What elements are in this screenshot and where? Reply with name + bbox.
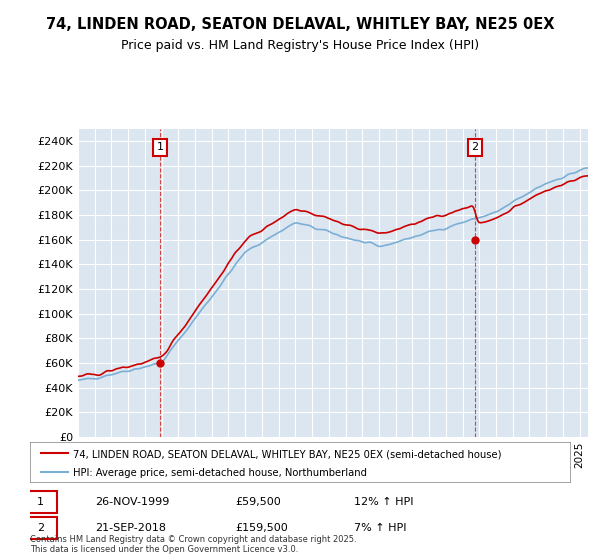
Text: £159,500: £159,500 <box>235 523 288 533</box>
Text: 2: 2 <box>37 523 44 533</box>
Text: 1: 1 <box>37 497 44 507</box>
Text: HPI: Average price, semi-detached house, Northumberland: HPI: Average price, semi-detached house,… <box>73 468 367 478</box>
Text: 74, LINDEN ROAD, SEATON DELAVAL, WHITLEY BAY, NE25 0EX: 74, LINDEN ROAD, SEATON DELAVAL, WHITLEY… <box>46 17 554 32</box>
Text: 74, LINDEN ROAD, SEATON DELAVAL, WHITLEY BAY, NE25 0EX (semi-detached house): 74, LINDEN ROAD, SEATON DELAVAL, WHITLEY… <box>73 449 502 459</box>
Text: 26-NOV-1999: 26-NOV-1999 <box>95 497 169 507</box>
Text: 12% ↑ HPI: 12% ↑ HPI <box>354 497 413 507</box>
Text: £59,500: £59,500 <box>235 497 281 507</box>
Text: 21-SEP-2018: 21-SEP-2018 <box>95 523 166 533</box>
FancyBboxPatch shape <box>25 491 57 513</box>
Text: Contains HM Land Registry data © Crown copyright and database right 2025.
This d: Contains HM Land Registry data © Crown c… <box>30 535 356 554</box>
FancyBboxPatch shape <box>25 517 57 539</box>
Text: 7% ↑ HPI: 7% ↑ HPI <box>354 523 407 533</box>
Text: 2: 2 <box>472 142 479 152</box>
Text: 1: 1 <box>157 142 164 152</box>
Text: Price paid vs. HM Land Registry's House Price Index (HPI): Price paid vs. HM Land Registry's House … <box>121 39 479 52</box>
